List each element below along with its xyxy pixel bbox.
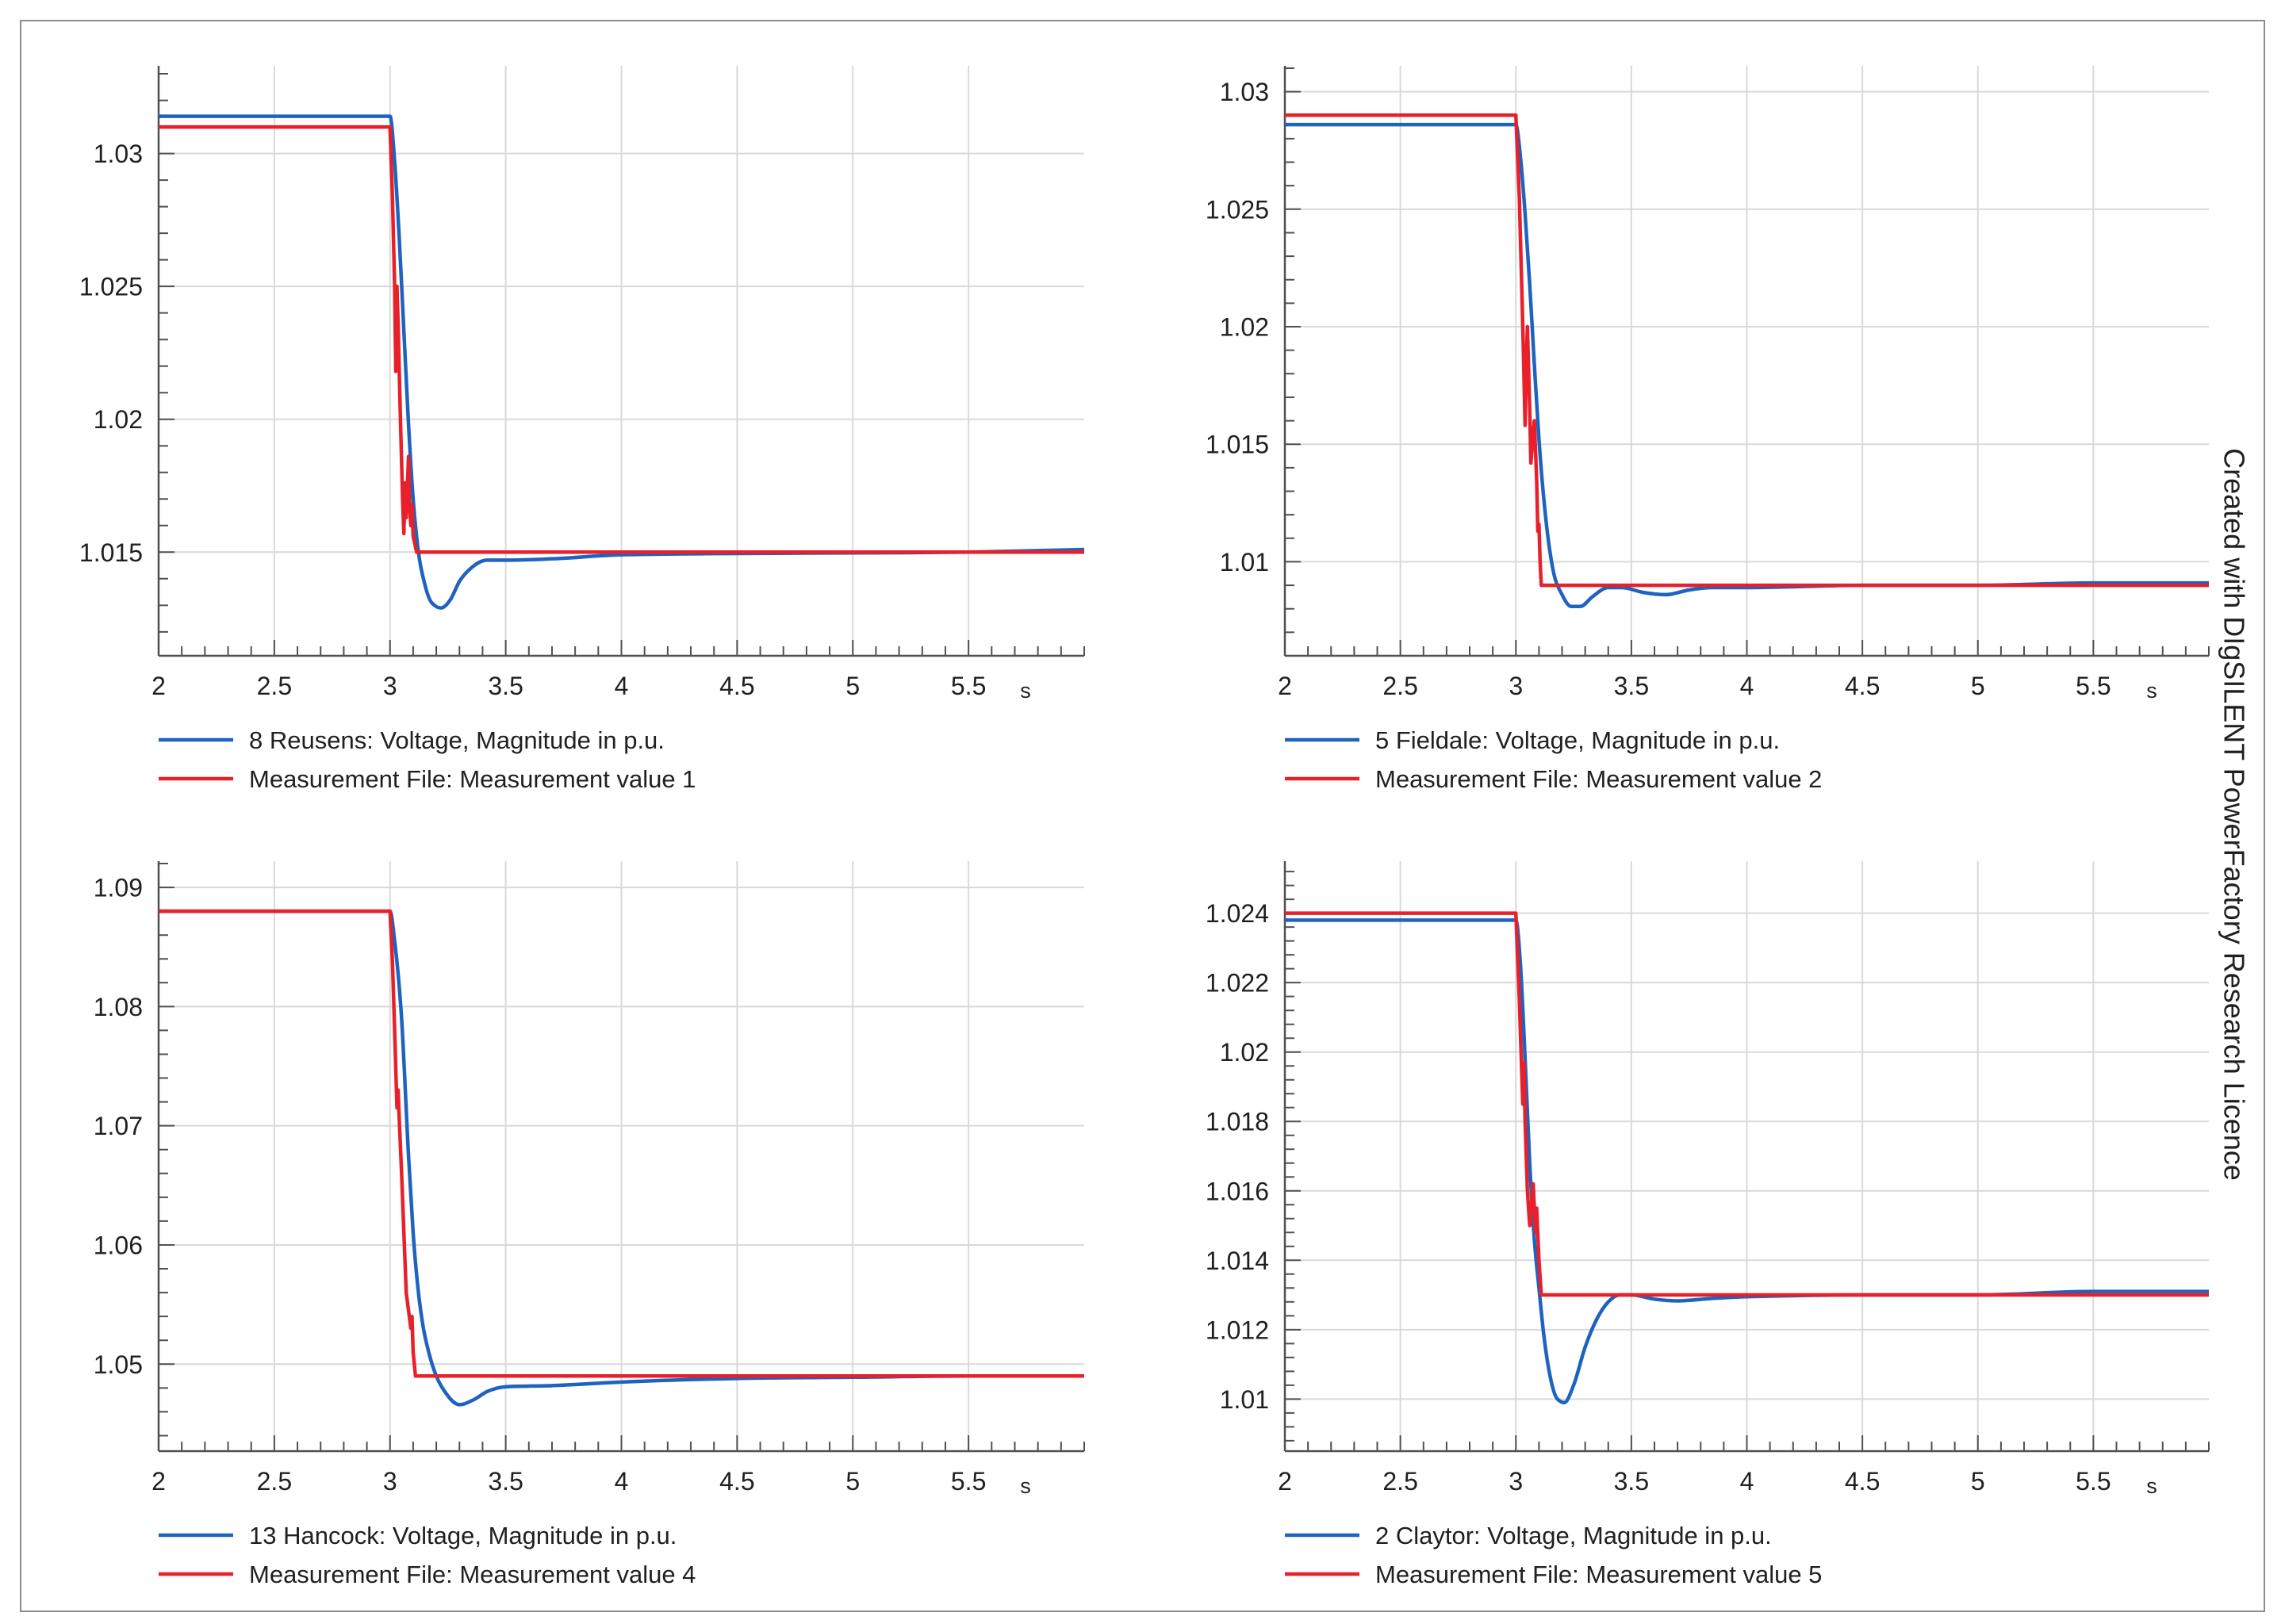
x-axis-tick-marks bbox=[1284, 640, 2210, 656]
y-tick-label: 1.01 bbox=[1220, 548, 1269, 576]
x-tick-label: 5.5 bbox=[951, 1467, 986, 1496]
x-axis-tick-marks bbox=[1284, 1435, 2210, 1451]
x-tick-label: 4 bbox=[615, 1467, 629, 1496]
x-tick-label: 3.5 bbox=[1614, 1467, 1649, 1496]
y-tick-label: 1.025 bbox=[79, 273, 143, 301]
measurement-line bbox=[1285, 911, 2209, 1297]
chart-panel-2: 1.01 1.015 1.02 1.025 1.03 2 2.5 3 3.5 4 4.5 5 5.5 s 5… bbox=[1206, 66, 2210, 793]
x-axis-unit-label: s bbox=[1020, 1474, 1031, 1498]
x-tick-label: 5 bbox=[1971, 672, 1985, 700]
legend-label: 13 Hancock: Voltage, Magnitude in p.u. bbox=[249, 1522, 677, 1549]
x-tick-label: 5 bbox=[1971, 1467, 1985, 1496]
x-tick-label: 2.5 bbox=[1382, 1467, 1417, 1496]
figure-border bbox=[20, 20, 2265, 1612]
x-tick-label: 3 bbox=[383, 672, 397, 700]
simulation-voltage-line bbox=[159, 909, 1084, 1407]
y-tick-label: 1.022 bbox=[1206, 969, 1269, 998]
x-tick-label: 3 bbox=[383, 1467, 397, 1496]
x-axis-tick-marks bbox=[158, 1435, 1085, 1451]
y-tick-label: 1.014 bbox=[1206, 1247, 1269, 1275]
y-tick-label: 1.015 bbox=[1206, 431, 1269, 459]
x-tick-label: 3.5 bbox=[1614, 672, 1649, 700]
legend-label: 8 Reusens: Voltage, Magnitude in p.u. bbox=[249, 726, 665, 754]
x-tick-label: 5.5 bbox=[2076, 1467, 2111, 1496]
chart-panel-4: 1.01 1.012 1.014 1.016 1.018 1.02 1.022 1.024 2 2… bbox=[1206, 861, 2210, 1588]
measurement-line bbox=[159, 124, 1084, 554]
y-tick-label: 1.018 bbox=[1206, 1108, 1269, 1136]
y-tick-label: 1.025 bbox=[1206, 195, 1269, 224]
y-tick-label: 1.02 bbox=[1220, 313, 1269, 342]
y-tick-label: 1.08 bbox=[94, 993, 143, 1021]
y-tick-label: 1.03 bbox=[1220, 78, 1269, 106]
y-tick-label: 1.07 bbox=[94, 1112, 143, 1140]
y-tick-label: 1.024 bbox=[1206, 899, 1269, 928]
legend-label: Measurement File: Measurement value 5 bbox=[1375, 1561, 1822, 1588]
x-axis-unit-label: s bbox=[1020, 679, 1031, 703]
x-tick-label: 3.5 bbox=[488, 672, 523, 700]
x-tick-label: 4.5 bbox=[1845, 1467, 1880, 1496]
x-tick-label: 2.5 bbox=[1382, 672, 1417, 700]
x-tick-label: 5 bbox=[845, 1467, 860, 1496]
chart-panel-3: 1.05 1.06 1.07 1.08 1.09 2 2.5 3 3.5 4 4.5 5 5.5 s 13 … bbox=[94, 861, 1085, 1588]
y-tick-label: 1.012 bbox=[1206, 1316, 1269, 1344]
y-tick-label: 1.09 bbox=[94, 874, 143, 902]
y-axis-tick-marks bbox=[159, 863, 174, 1437]
measurement-line bbox=[159, 909, 1084, 1378]
y-axis-tick-marks bbox=[159, 73, 174, 633]
license-credit: Created with DIgSILENT PowerFactory Rese… bbox=[2218, 448, 2250, 1181]
x-tick-label: 5.5 bbox=[951, 672, 986, 700]
x-tick-label: 2.5 bbox=[257, 1467, 292, 1496]
x-tick-label: 2.5 bbox=[257, 672, 292, 700]
measurement-line bbox=[1285, 113, 2209, 588]
legend-label: 2 Claytor: Voltage, Magnitude in p.u. bbox=[1375, 1522, 1772, 1549]
x-tick-label: 4.5 bbox=[719, 1467, 754, 1496]
x-tick-label: 4.5 bbox=[719, 672, 754, 700]
y-tick-label: 1.02 bbox=[94, 405, 143, 434]
x-tick-label: 3.5 bbox=[488, 1467, 523, 1496]
x-tick-label: 4.5 bbox=[1845, 672, 1880, 700]
x-tick-label: 2 bbox=[151, 672, 166, 700]
legend-label: Measurement File: Measurement value 4 bbox=[249, 1561, 696, 1588]
x-tick-label: 5.5 bbox=[2076, 672, 2111, 700]
x-tick-label: 3 bbox=[1509, 1467, 1523, 1496]
x-axis-unit-label: s bbox=[2146, 679, 2157, 703]
x-tick-label: 4 bbox=[1740, 1467, 1754, 1496]
y-tick-label: 1.05 bbox=[94, 1350, 143, 1379]
x-tick-label: 2 bbox=[1278, 672, 1292, 700]
legend-label: 5 Fieldale: Voltage, Magnitude in p.u. bbox=[1375, 726, 1780, 754]
x-tick-label: 4 bbox=[1740, 672, 1754, 700]
y-axis-tick-marks bbox=[1285, 871, 1301, 1442]
x-tick-label: 2 bbox=[151, 1467, 166, 1496]
y-tick-label: 1.03 bbox=[94, 140, 143, 168]
y-tick-label: 1.015 bbox=[79, 538, 143, 567]
x-tick-label: 4 bbox=[615, 672, 629, 700]
legend-label: Measurement File: Measurement value 1 bbox=[249, 765, 696, 793]
legend-label: Measurement File: Measurement value 2 bbox=[1375, 765, 1822, 793]
x-tick-label: 5 bbox=[845, 672, 860, 700]
x-axis-tick-marks bbox=[158, 640, 1085, 656]
y-tick-label: 1.01 bbox=[1220, 1385, 1269, 1414]
x-axis-unit-label: s bbox=[2146, 1474, 2157, 1498]
y-tick-label: 1.016 bbox=[1206, 1177, 1269, 1205]
x-tick-label: 3 bbox=[1509, 672, 1523, 700]
chart-panel-1: 1.015 1.02 1.025 1.03 2 2.5 3 3.5 4 4.5 5 5.5 s 8 Reu… bbox=[79, 66, 1085, 793]
y-axis-tick-marks bbox=[1285, 67, 1301, 657]
y-tick-label: 1.02 bbox=[1220, 1038, 1269, 1067]
x-tick-label: 2 bbox=[1278, 1467, 1292, 1496]
y-tick-label: 1.06 bbox=[94, 1231, 143, 1259]
